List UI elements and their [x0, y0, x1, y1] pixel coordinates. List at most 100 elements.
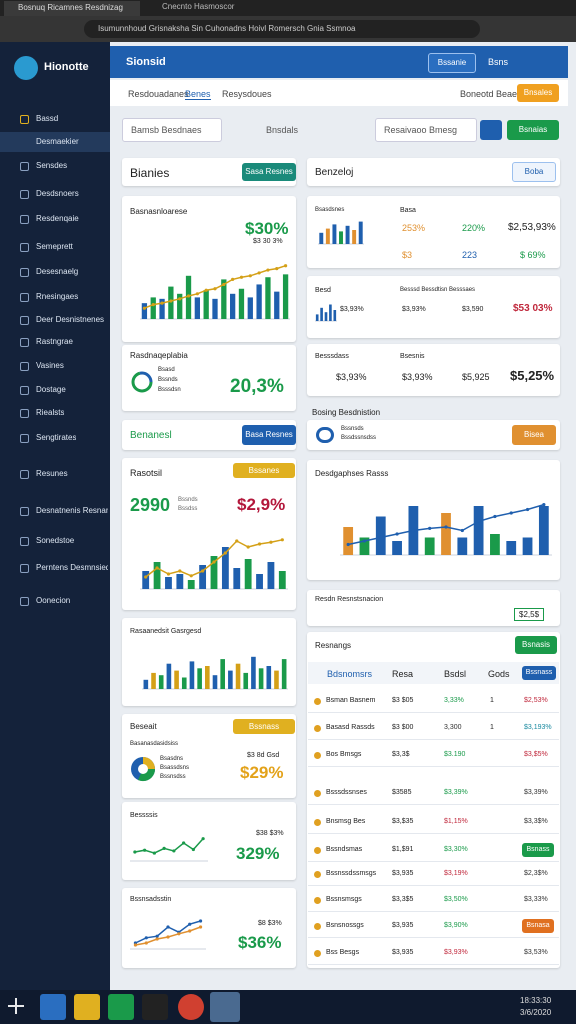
url-field[interactable]: Isumunnhoud Grisnaksha Sin Cuhonadns Hoi…	[84, 20, 480, 38]
point	[186, 294, 191, 298]
bar	[221, 279, 227, 319]
nav-item[interactable]: Riealsts	[36, 408, 65, 417]
point	[195, 292, 199, 296]
nav-item[interactable]: Desmaekier	[36, 137, 79, 146]
nav-item[interactable]: Desdsnoers	[36, 189, 79, 198]
nav-item[interactable]: Resunes	[36, 469, 68, 478]
kpi: $29%	[240, 763, 284, 782]
bar	[332, 224, 337, 244]
bar	[230, 293, 236, 319]
app-icon[interactable]	[74, 994, 100, 1020]
nav-tab[interactable]: Resdouadanes	[128, 89, 189, 99]
row-icon	[314, 847, 321, 854]
table-button[interactable]: Bsnasis	[515, 636, 557, 654]
nav-item[interactable]: Rastngrae	[36, 337, 73, 346]
app-icon[interactable]	[178, 994, 204, 1020]
card-title: Rasotsil	[130, 468, 163, 478]
header-button[interactable]: Bssanie	[428, 53, 476, 73]
point	[144, 575, 148, 579]
nav-tab[interactable]: Benes	[185, 89, 211, 100]
bar	[490, 534, 500, 555]
kpi: 329%	[236, 844, 280, 863]
banner-button[interactable]: Basa Resnes	[242, 425, 296, 445]
chart	[140, 538, 288, 590]
metric: 223	[462, 250, 478, 260]
filter[interactable]: Bnsdals	[266, 125, 299, 135]
nav-item[interactable]: Dostage	[36, 385, 66, 394]
card-title: Rasdnaqeplabia	[130, 351, 188, 360]
action-button[interactable]: Bnsales	[517, 84, 559, 102]
nav-item[interactable]: Sonedstoe	[36, 536, 75, 545]
cell: $3,39%	[524, 789, 548, 796]
kpi: $36%	[238, 933, 282, 952]
line	[134, 838, 204, 854]
nav-item[interactable]: Perntens Desmnsieqe	[36, 563, 108, 572]
section-button[interactable]: Boba	[512, 162, 556, 182]
row-line	[308, 712, 559, 713]
metric: $3	[402, 250, 413, 260]
metric: $3,590	[462, 306, 484, 313]
start[interactable]	[8, 998, 24, 1014]
app-icon[interactable]	[108, 994, 134, 1020]
kpi-sub: $3 30 3%	[253, 238, 283, 245]
search[interactable]: Bamsb Besdnaes	[122, 118, 222, 142]
section-button[interactable]: Sasa Resnes	[242, 163, 296, 181]
cell: $3,53%	[524, 949, 548, 956]
nav-item[interactable]: Rnesingaes	[36, 292, 79, 301]
nav-item[interactable]: Sensdes	[36, 161, 68, 170]
nav-item[interactable]: Semeprett	[36, 242, 73, 251]
metric: 220%	[462, 223, 486, 233]
point	[212, 560, 216, 564]
bar	[221, 547, 229, 589]
metric: $3,93%	[340, 306, 364, 313]
cell: $1,$91	[392, 846, 414, 853]
nav-icon	[20, 243, 29, 252]
nav-item[interactable]: Bassd	[36, 114, 59, 123]
input[interactable]: Resaivaoo Bmesg	[375, 118, 477, 142]
app-icon[interactable]	[142, 994, 168, 1020]
nav-icon	[20, 316, 29, 325]
nav-item[interactable]: Oonecion	[36, 596, 71, 605]
metric: $3,93%	[402, 372, 433, 382]
row-icon	[314, 790, 321, 797]
nav-item[interactable]: Sengtirates	[36, 433, 77, 442]
bar	[266, 666, 272, 689]
row-button[interactable]: Bsnasa	[522, 919, 554, 933]
column-header: Resa	[392, 669, 414, 679]
pending-button[interactable]: Bisea	[512, 425, 556, 445]
nav-item[interactable]: Desnatnenis Resnance	[36, 506, 108, 515]
nav-tab[interactable]: Resysdoues	[222, 89, 272, 99]
bar	[151, 672, 156, 689]
point	[177, 932, 181, 936]
nav-item[interactable]: Vasines	[36, 361, 64, 370]
nav-icon	[20, 564, 29, 573]
metric-label: Bsesnis	[400, 353, 425, 360]
nav-item[interactable]: Deer Desnistnenes	[36, 315, 105, 324]
bar	[238, 288, 245, 319]
kpi-sub: $38 $3%	[256, 830, 284, 837]
app-icon[interactable]	[210, 992, 240, 1022]
go-button[interactable]: Bsnaias	[507, 120, 559, 140]
browser-tab[interactable]: Bosnuq Ricamnes Resdnizag	[4, 1, 140, 16]
cell: $3,3$	[392, 751, 410, 758]
kpi: $2,9%	[237, 495, 286, 514]
browser-tab[interactable]: Cnecnto Hasmoscor	[162, 2, 235, 11]
point	[172, 849, 176, 853]
card-title: Besd	[315, 287, 331, 294]
metric: $5,925	[462, 372, 490, 382]
row-icon	[314, 950, 321, 957]
clock-date: 3/6/2020	[520, 1008, 552, 1017]
bar	[228, 670, 233, 689]
header-button[interactable]: Bssnass	[522, 666, 556, 680]
nav-icon	[20, 362, 29, 371]
app-icon[interactable]	[40, 994, 66, 1020]
header-title: Sionsid	[126, 56, 166, 68]
cell: $3,39%	[444, 789, 468, 796]
row-button[interactable]: Bsnass	[522, 843, 554, 857]
go-icon[interactable]	[480, 120, 502, 140]
bar	[392, 541, 402, 555]
nav-item[interactable]: Desesnaelg	[36, 267, 79, 276]
nav-item[interactable]: Resdenqaie	[36, 214, 79, 223]
card-title: Bsasdsnes	[315, 207, 345, 213]
bar	[244, 559, 252, 589]
